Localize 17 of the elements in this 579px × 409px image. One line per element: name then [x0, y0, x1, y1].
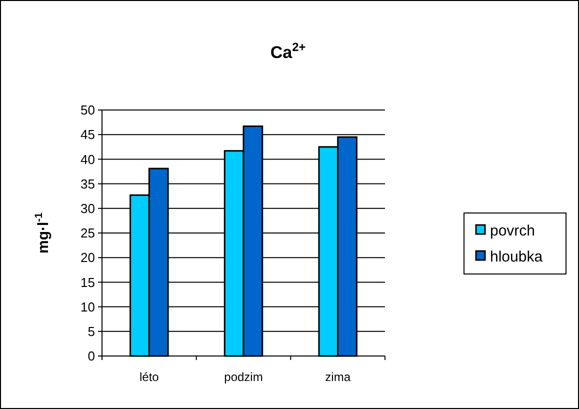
chart-title: Ca$^{2+}$	[270, 40, 306, 62]
legend-label: povrch	[490, 222, 536, 240]
y-tick-label: 0	[88, 348, 95, 364]
y-tick-label: 5	[88, 324, 95, 339]
y-tick-label: 10	[80, 299, 95, 314]
y-tick-label: 50	[80, 102, 95, 118]
y-tick-label: 25	[80, 226, 95, 241]
y-tick-label: 20	[80, 250, 95, 266]
y-tick-label: 40	[80, 152, 95, 167]
legend-label: hloubka	[490, 248, 544, 266]
y-tick-label: 30	[80, 200, 95, 216]
x-tick-label: léto	[139, 370, 160, 384]
y-tick-label: 15	[80, 274, 95, 290]
x-tick-label: podzim	[224, 370, 263, 384]
y-tick-label: 35	[80, 176, 95, 192]
y-tick-label: 45	[80, 127, 95, 142]
x-tick-label: zima	[325, 370, 351, 384]
